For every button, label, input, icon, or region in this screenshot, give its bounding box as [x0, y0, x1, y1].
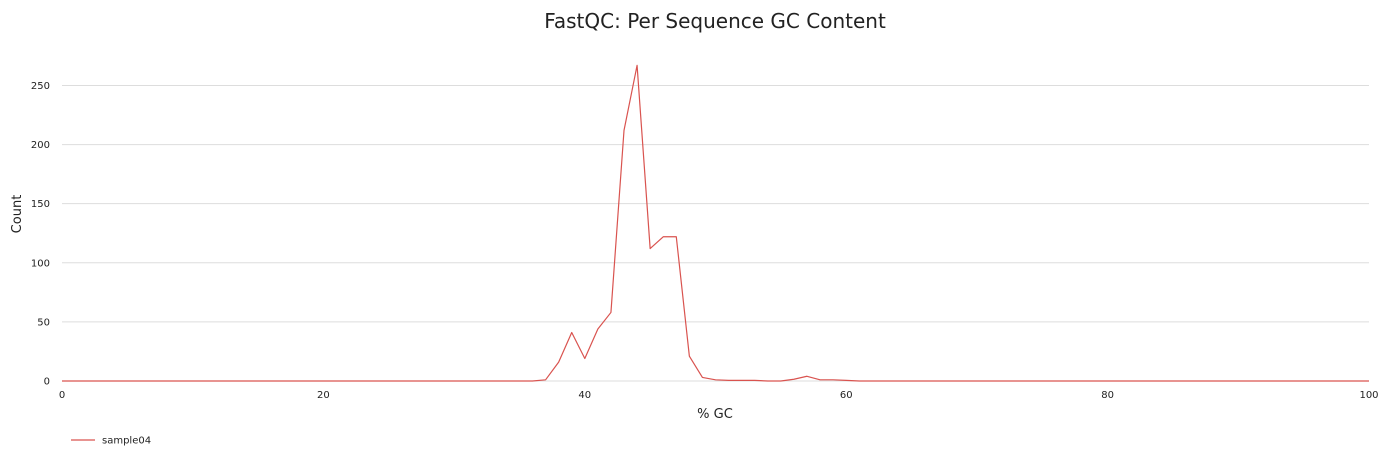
x-axis-label: % GC: [697, 407, 733, 422]
y-axis-ticks: 0 50 100 150 200 250: [31, 81, 50, 388]
grid-lines: [62, 84, 1369, 323]
y-tick-label: 50: [37, 317, 50, 328]
series-line-sample04: [62, 64, 1369, 382]
x-tick-label: 80: [1101, 390, 1114, 401]
x-tick-label: 100: [1359, 390, 1378, 401]
x-tick-label: 0: [59, 390, 65, 401]
y-tick-label: 200: [31, 140, 50, 151]
chart-title: FastQC: Per Sequence GC Content: [544, 9, 886, 33]
y-axis-label: Count: [10, 195, 25, 234]
y-tick-label: 150: [31, 199, 50, 210]
legend: sample04: [71, 436, 151, 447]
series-layer: [62, 64, 1369, 382]
x-tick-label: 60: [840, 390, 853, 401]
x-tick-label: 20: [317, 390, 330, 401]
y-tick-label: 250: [31, 81, 50, 92]
y-tick-label: 100: [31, 258, 50, 269]
legend-label: sample04: [102, 436, 151, 447]
y-tick-label: 0: [44, 377, 50, 388]
x-axis-ticks: 0 20 40 60 80 100: [59, 390, 1379, 401]
x-tick-label: 40: [578, 390, 591, 401]
